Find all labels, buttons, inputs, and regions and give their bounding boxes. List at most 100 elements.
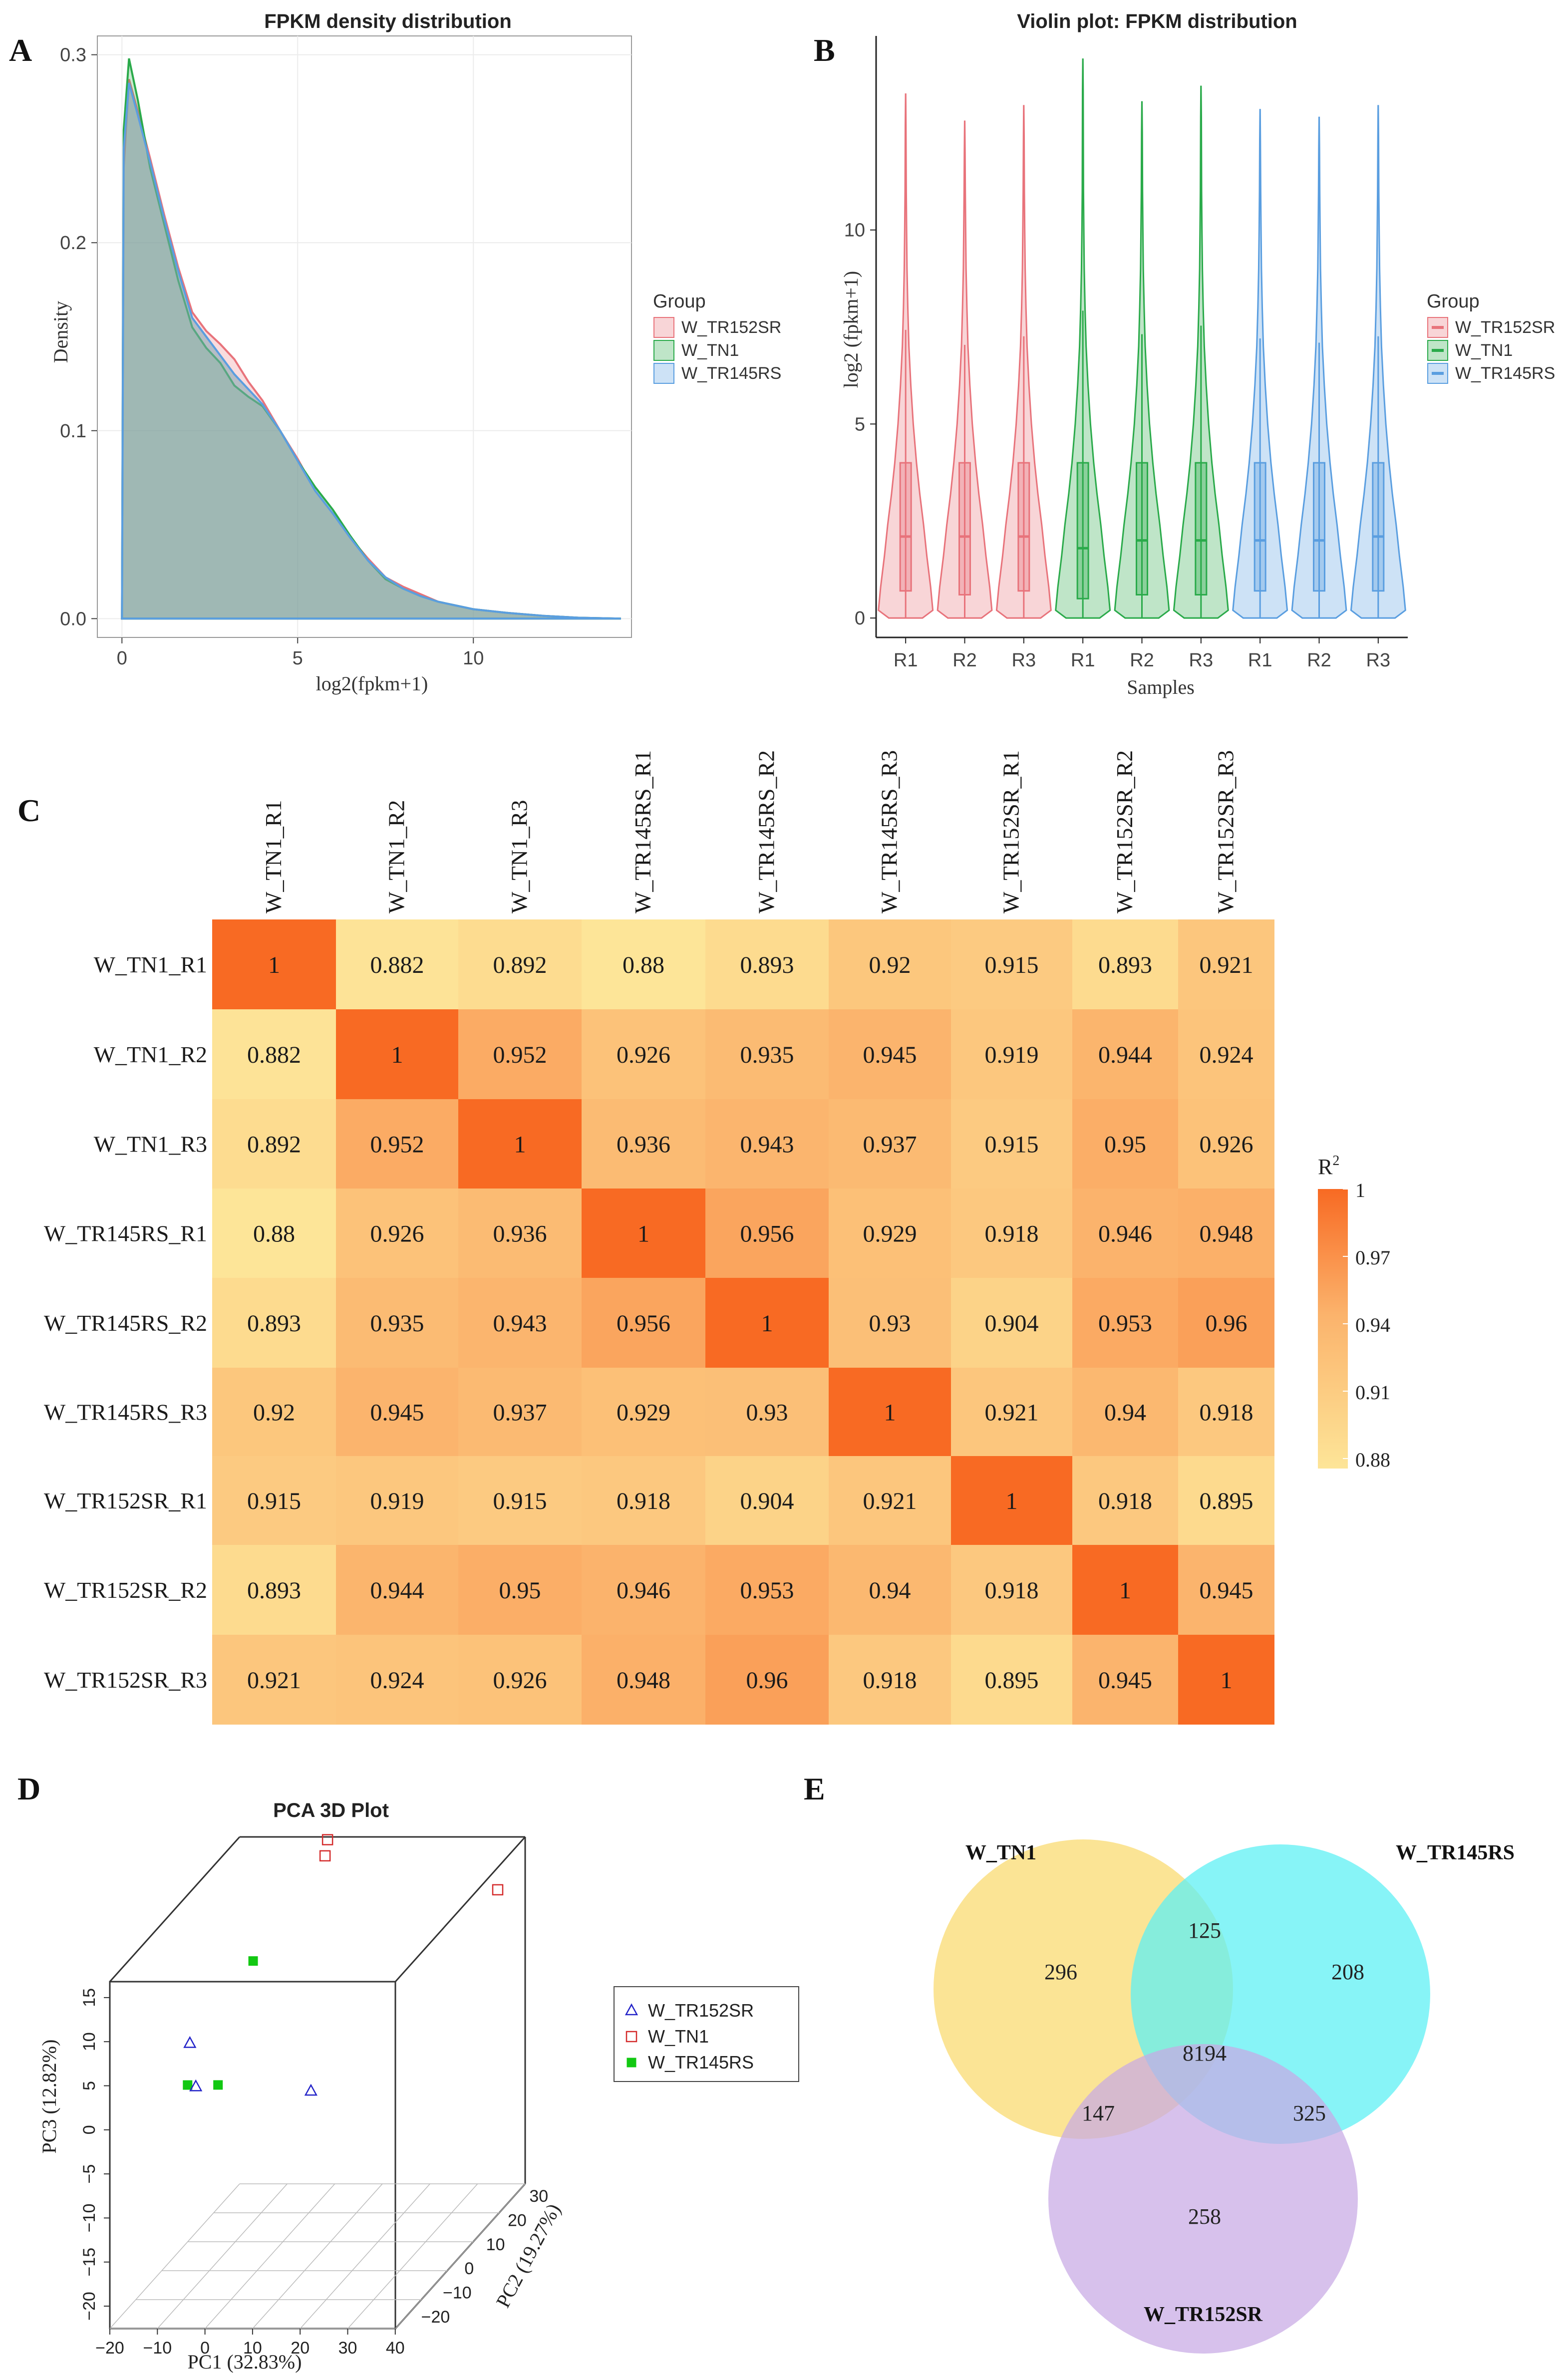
panel-letter-e: E [804, 1771, 825, 1806]
violin-box [958, 462, 971, 595]
heatmap-cell-value: 0.926 [493, 1667, 547, 1694]
density-legend-label: W_TR152SR [681, 318, 781, 337]
heatmap-col-label: W_TN1_R1 [261, 800, 286, 913]
violin-legend: Group W_TR152SR W_TN1 W_TR145RS [1427, 291, 1555, 384]
pca-point-w_tr152sr [189, 2079, 203, 2091]
heatmap-row-label: W_TR145RS_R2 [44, 1310, 207, 1336]
heatmap-cell-value: 0.918 [863, 1667, 917, 1694]
heatmap-cell-value: 1 [268, 952, 280, 978]
heatmap-cell [212, 1368, 336, 1456]
heatmap-cell [458, 919, 582, 1009]
pca-legend-label: W_TN1 [648, 2026, 709, 2047]
heatmap-cell-value: 0.937 [863, 1132, 917, 1158]
density-x-tick-label: 10 [463, 648, 484, 669]
violin-x-tick-label: R3 [1012, 650, 1036, 671]
density-x-label: log2(fpkm+1) [316, 672, 428, 695]
density-curve-w_tr145rs [121, 82, 621, 620]
heatmap-row-label: W_TR152SR_R3 [44, 1667, 207, 1693]
density-x-tick-label: 0 [117, 648, 127, 669]
heatmap-cell [705, 1456, 829, 1545]
heatmap-cell [212, 1545, 336, 1635]
density-ticks: 0 5 10 0.0 0.1 0.2 0.3 [60, 45, 484, 669]
pca-z-tick-label: −20 [80, 2292, 99, 2321]
pca-legend-frame [614, 1986, 799, 2082]
violin-box [1017, 462, 1030, 592]
density-legend-label: W_TN1 [681, 341, 739, 360]
heatmap-cell [458, 1635, 582, 1725]
heatmap-cell-value: 0.956 [617, 1310, 670, 1337]
density-legend-swatch [653, 317, 674, 338]
heatmap-legend-title-r: R [1318, 1155, 1333, 1179]
heatmap-cell-value: 0.918 [985, 1577, 1039, 1604]
heatmap-cell [951, 1099, 1072, 1189]
heatmap-cell-value: 0.915 [247, 1488, 301, 1514]
violin-y-tick-label: 10 [844, 220, 865, 241]
violin-y-tick-label: 0 [855, 608, 865, 629]
heatmap-cell-value: 0.915 [985, 952, 1039, 978]
heatmap-cell [705, 1368, 829, 1456]
panel-letter-b: B [814, 32, 835, 68]
violin-x-tick-label: R1 [1071, 650, 1095, 671]
heatmap-cell [582, 1635, 705, 1725]
heatmap-cell [336, 1368, 458, 1456]
heatmap-cell-value: 0.953 [740, 1577, 794, 1604]
heatmap-cell-value: 0.924 [370, 1667, 424, 1694]
heatmap-cell-value: 0.929 [617, 1400, 670, 1426]
violin-legend-swatch [1427, 340, 1448, 361]
heatmap-cell [1178, 1635, 1274, 1725]
heatmap-row-label: W_TN1_R1 [94, 952, 207, 977]
density-legend-title: Group [653, 291, 706, 312]
heatmap-legend: R2 1 0.97 0.94 0.91 0.88 [1318, 1153, 1390, 1471]
heatmap-cell-value: 0.945 [1200, 1577, 1253, 1604]
heatmap-cell [1178, 1009, 1274, 1099]
heatmap-cell-value: 0.926 [1200, 1132, 1253, 1158]
density-x-tick-label: 5 [293, 648, 303, 669]
heatmap-cell-value: 1 [391, 1042, 403, 1068]
pca-title: PCA 3D Plot [273, 1799, 389, 1821]
heatmap-cell [1072, 1368, 1178, 1456]
heatmap-cell [705, 1189, 829, 1278]
pca-point-w_tr152sr [304, 2083, 317, 2096]
pca-y-tick-label: −10 [443, 2284, 472, 2303]
heatmap-cell-value: 0.921 [985, 1400, 1039, 1426]
venn-set-label: W_TR152SR [1144, 2303, 1263, 2326]
heatmap-cell-value: 1 [514, 1132, 526, 1158]
heatmap-cell-value: 0.918 [1098, 1488, 1152, 1514]
pca-y-tick-label: 20 [508, 2211, 527, 2230]
violin-box [1076, 462, 1089, 599]
violin-y-label: log2 (fpkm+1) [840, 271, 862, 388]
density-legend-label: W_TR145RS [681, 364, 781, 383]
heatmap-cell [705, 1635, 829, 1725]
pca-x-tick-label: 20 [291, 2339, 310, 2358]
panel-letter-d: D [17, 1771, 40, 1806]
heatmap-cell-value: 0.892 [247, 1132, 301, 1158]
pca-legend-label: W_TR152SR [648, 2000, 754, 2021]
heatmap-cell-value: 0.921 [1200, 952, 1253, 978]
heatmap-cell-value: 0.893 [740, 952, 794, 978]
heatmap-legend-tick-label: 0.88 [1355, 1449, 1390, 1471]
violin-box [1253, 462, 1266, 592]
density-title: FPKM density distribution [264, 10, 512, 32]
venn-region-tr145rs-only: 208 [1331, 1960, 1364, 1984]
density-y-label: Density [49, 301, 72, 363]
heatmap-cell [1178, 1545, 1274, 1635]
pca-point-w_tn1 [319, 1850, 331, 1862]
heatmap-cell [829, 1368, 951, 1456]
panel-letter-c: C [17, 793, 40, 828]
heatmap-col-label: W_TR152SR_R1 [998, 750, 1024, 913]
heatmap-cell [458, 1456, 582, 1545]
density-legend-swatch [653, 340, 674, 361]
heatmap-cell-value: 0.956 [740, 1221, 794, 1247]
heatmap-cell-value: 0.946 [1098, 1221, 1152, 1247]
pca-z-tick-label: 5 [80, 2081, 99, 2090]
pca-z-tick-label: 0 [80, 2125, 99, 2134]
panel-letter-a: A [9, 32, 32, 68]
pca-legend: W_TR152SR W_TN1 W_TR145RS [614, 1986, 799, 2082]
pca-floor-grid [205, 2183, 335, 2329]
pca-x-tick-label: 0 [200, 2339, 210, 2358]
heatmap-cell [212, 1189, 336, 1278]
heatmap-cell [1072, 1189, 1178, 1278]
heatmap-cell [829, 919, 951, 1009]
heatmap-cell-value: 0.926 [617, 1042, 670, 1068]
